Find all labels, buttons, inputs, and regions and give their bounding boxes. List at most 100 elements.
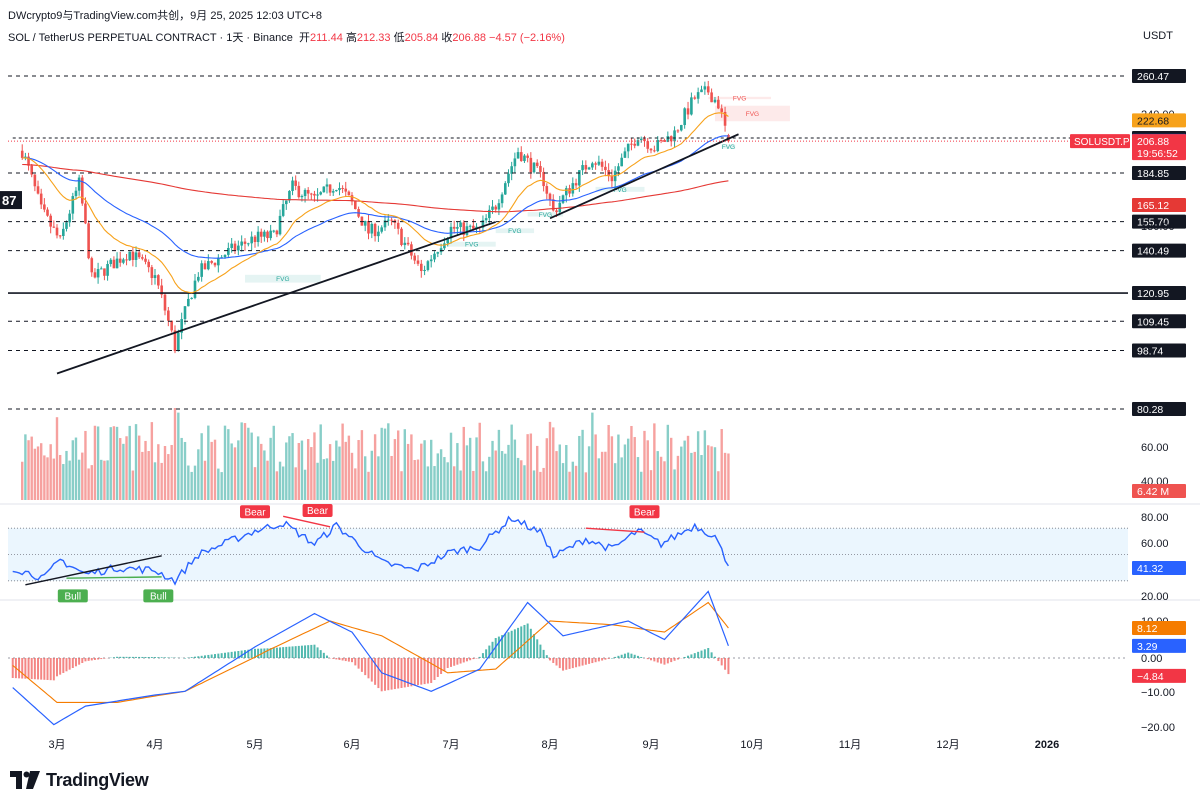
divergence-badge bbox=[629, 505, 660, 519]
volume-bar bbox=[332, 460, 335, 500]
candle-body bbox=[488, 209, 491, 219]
candle-body bbox=[272, 230, 276, 232]
trendline bbox=[56, 221, 497, 375]
candle-body bbox=[600, 161, 604, 167]
volume-bar bbox=[367, 471, 370, 500]
volume-bar bbox=[656, 451, 659, 500]
candle-body bbox=[597, 161, 601, 165]
volume-bar bbox=[594, 434, 597, 500]
candle-body bbox=[153, 275, 157, 279]
volume-bar bbox=[106, 460, 109, 500]
volume-bar bbox=[500, 451, 504, 500]
volume-bar bbox=[403, 429, 406, 500]
volume-bar bbox=[62, 464, 65, 500]
macd-histogram-bar bbox=[539, 644, 542, 658]
volume-bar bbox=[413, 460, 416, 500]
candle-body bbox=[147, 261, 150, 268]
candle-body bbox=[410, 244, 413, 256]
rsi-trendline bbox=[25, 555, 162, 586]
macd-histogram-bar bbox=[304, 645, 307, 658]
volume-bar bbox=[673, 469, 676, 500]
candle-body bbox=[436, 252, 440, 254]
macd-histogram-bar bbox=[617, 655, 620, 658]
macd-histogram-bar bbox=[122, 656, 125, 658]
macd-histogram-bar bbox=[244, 650, 246, 658]
macd-histogram-bar bbox=[578, 658, 581, 667]
macd-histogram-bar bbox=[37, 658, 40, 680]
volume-bar bbox=[131, 470, 135, 500]
macd-histogram-bar bbox=[354, 658, 357, 666]
macd-histogram-bar bbox=[720, 658, 723, 666]
candle-body bbox=[706, 86, 710, 93]
candle-body bbox=[68, 213, 71, 223]
candle-body bbox=[77, 177, 81, 191]
volume-bar bbox=[552, 427, 555, 500]
candle-body bbox=[237, 245, 240, 251]
volume-bar bbox=[700, 455, 703, 500]
macd-histogram-bar bbox=[510, 630, 513, 658]
level-label: 98.74 bbox=[1137, 345, 1163, 357]
macd-histogram-bar bbox=[97, 658, 100, 660]
macd-histogram-bar bbox=[478, 656, 481, 658]
volume-bar bbox=[150, 422, 154, 500]
macd-histogram-bar bbox=[533, 634, 536, 658]
x-tick-label: 10月 bbox=[740, 739, 763, 751]
volume-bar bbox=[686, 435, 690, 500]
fvg-zone bbox=[495, 228, 535, 234]
change-value: −4.57 (−2.16%) bbox=[489, 32, 565, 44]
volume-bar bbox=[707, 445, 710, 500]
candle-body bbox=[703, 86, 707, 90]
candle-body bbox=[243, 241, 247, 244]
candle-body bbox=[377, 231, 380, 237]
macd-histogram-bar bbox=[11, 658, 14, 678]
macd-histogram-bar bbox=[552, 658, 555, 663]
macd-histogram-bar bbox=[224, 652, 226, 658]
macd-value-badge bbox=[1132, 668, 1186, 683]
volume-bar bbox=[478, 422, 481, 500]
candle-body bbox=[571, 183, 575, 194]
volume-bar bbox=[497, 429, 501, 500]
volume-bar bbox=[36, 446, 40, 500]
macd-histogram-bar bbox=[520, 626, 523, 658]
volume-bar bbox=[87, 468, 90, 500]
candle-body bbox=[281, 204, 285, 216]
volume-bar bbox=[291, 433, 294, 500]
candle-body bbox=[558, 202, 562, 213]
x-tick-label: 11月 bbox=[839, 739, 861, 751]
candle-body bbox=[33, 174, 37, 187]
volume-bar bbox=[436, 453, 439, 500]
tradingview-logo[interactable]: TradingView bbox=[10, 768, 149, 792]
macd-histogram-bar bbox=[154, 657, 156, 658]
candle-body bbox=[200, 263, 203, 277]
fvg-zone bbox=[447, 241, 496, 247]
volume-badge bbox=[1132, 484, 1186, 498]
volume-bar bbox=[354, 468, 357, 500]
fvg-zone bbox=[714, 105, 790, 122]
macd-histogram-bar bbox=[430, 658, 433, 683]
macd-histogram-bar bbox=[558, 658, 561, 669]
candle-body bbox=[217, 257, 220, 266]
candle-body bbox=[71, 196, 75, 214]
divergence-label: Bull bbox=[150, 591, 167, 602]
macd-histogram-bar bbox=[43, 658, 46, 680]
candle-body bbox=[620, 157, 623, 167]
volume-bar bbox=[510, 424, 513, 500]
volume-bar bbox=[112, 426, 116, 500]
macd-histogram-bar bbox=[167, 657, 170, 658]
candle-body bbox=[429, 259, 433, 262]
volume-bar bbox=[173, 408, 177, 500]
fvg-zone bbox=[595, 186, 645, 192]
volume-bar bbox=[24, 434, 27, 500]
candle-body bbox=[669, 136, 673, 142]
macd-histogram-bar bbox=[78, 658, 81, 665]
fvg-zone bbox=[527, 212, 564, 217]
macd-histogram-bar bbox=[197, 656, 200, 658]
macd-histogram-bar bbox=[504, 633, 507, 658]
candle-body bbox=[696, 92, 700, 99]
high-label: 高 bbox=[345, 32, 357, 44]
chart-publisher-line: DWcrypto9与TradingView.com共创，9月 25, 2025 … bbox=[8, 10, 322, 22]
volume-bar bbox=[256, 436, 260, 500]
macd-histogram-bar bbox=[141, 656, 144, 658]
volume-bar bbox=[426, 466, 430, 500]
